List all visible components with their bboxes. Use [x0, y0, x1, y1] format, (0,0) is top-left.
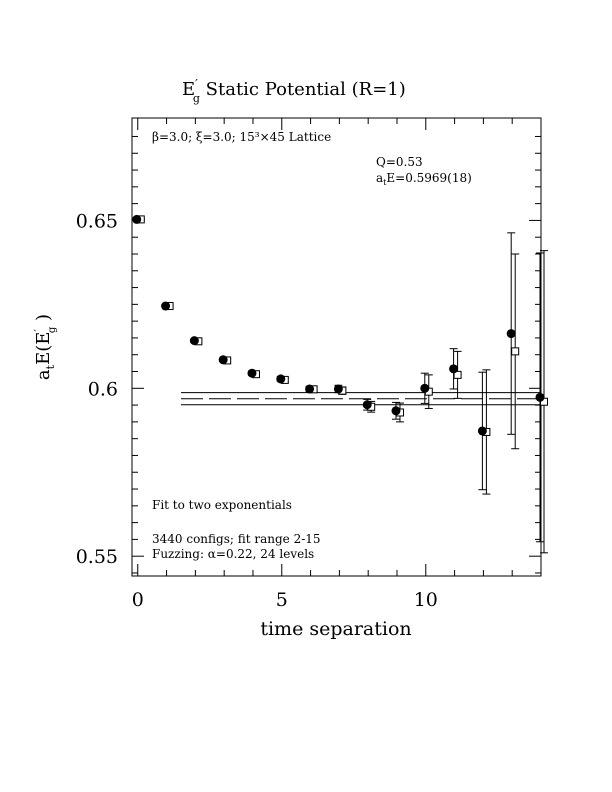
- circle-marker: [333, 384, 343, 394]
- x-tick-label: 10: [414, 589, 438, 611]
- circle-marker: [132, 214, 142, 224]
- y-axis-label: atE(E′ g ): [32, 314, 58, 380]
- circle-marker: [420, 383, 430, 393]
- title-e: E: [182, 79, 195, 100]
- square-marker: [453, 370, 462, 379]
- circle-marker: [477, 426, 487, 436]
- circle-marker: [305, 384, 315, 394]
- ate-annotation: atE=0.5969(18): [376, 171, 472, 187]
- fit-annotation: Fit to two exponentials: [152, 498, 292, 512]
- data-markers: [132, 214, 548, 436]
- square-marker: [511, 347, 520, 356]
- ate-a: a: [376, 171, 383, 185]
- plot-frame: [131, 117, 542, 577]
- circle-marker: [189, 336, 199, 346]
- ylabel-close: ): [33, 314, 54, 327]
- y-tick-label: 0.65: [76, 210, 118, 232]
- q-annotation: Q=0.53: [376, 155, 423, 169]
- ate-rest: E=0.5969(18): [386, 171, 471, 185]
- title-prime: ′: [195, 77, 198, 91]
- ate-t: t: [383, 178, 387, 187]
- configs-annotation: 3440 configs; fit range 2-15: [152, 532, 321, 546]
- fit-band: [180, 392, 541, 406]
- fuzz-annotation: Fuzzing: α=0.22, 24 levels: [152, 547, 314, 561]
- lattice-annotation: β=3.0; ξ=3.0; 15³×45 Lattice: [152, 130, 331, 144]
- circle-marker: [362, 400, 372, 410]
- tick-labels: 0 5 10 0.55 0.6 0.65: [76, 210, 438, 611]
- x-tick-label: 5: [276, 589, 288, 611]
- circle-marker: [247, 368, 257, 378]
- x-axis-label: time separation: [260, 618, 411, 640]
- circle-marker: [161, 301, 171, 311]
- circle-marker: [535, 392, 545, 402]
- circle-marker: [449, 364, 459, 374]
- circle-marker: [218, 355, 228, 365]
- chart-title: E′ g Static Potential (R=1): [182, 77, 406, 105]
- ylabel-t: t: [44, 364, 57, 369]
- x-tick-label: 0: [132, 589, 144, 611]
- circle-marker: [506, 329, 516, 339]
- ylabel-e: E(E: [33, 332, 54, 365]
- y-tick-label: 0.55: [76, 546, 118, 568]
- ylabel-a: a: [33, 369, 54, 380]
- title-rest: Static Potential (R=1): [200, 79, 406, 100]
- circle-marker: [391, 406, 401, 416]
- ylabel-g: g: [47, 326, 58, 333]
- ylabel-prime: ′: [32, 329, 45, 332]
- y-tick-label: 0.6: [88, 378, 118, 400]
- circle-marker: [276, 374, 286, 384]
- title-sub: g: [193, 92, 200, 105]
